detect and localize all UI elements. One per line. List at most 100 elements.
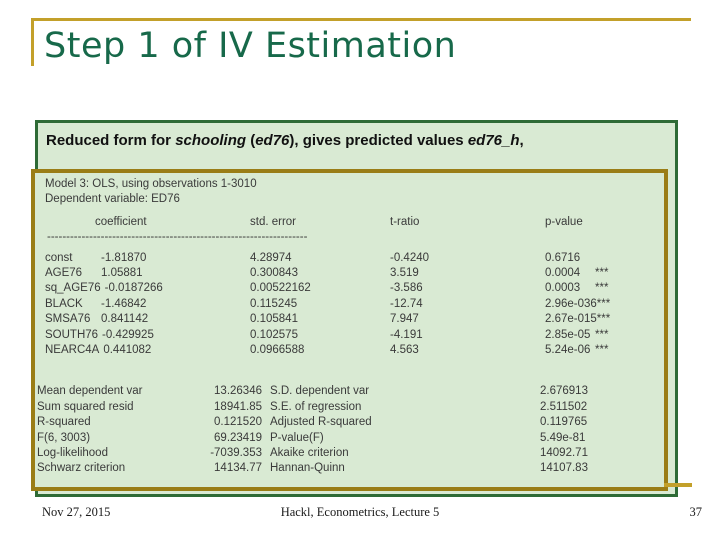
var-t: 3.519 xyxy=(390,267,419,280)
var-se: 4.28974 xyxy=(250,251,292,264)
var-name: sq_AGE76 xyxy=(45,282,101,295)
var-coef: 0.441082 xyxy=(103,344,152,357)
table-row: SMSA76 0.841142 0.105841 7.947 2.67e-015*… xyxy=(45,312,664,327)
significance-stars: *** xyxy=(595,328,609,341)
stat-label: Mean dependent var xyxy=(37,385,143,398)
var-se: 0.00522162 xyxy=(250,282,311,295)
var-name: NEARC4A xyxy=(45,344,100,357)
stat-label: Adjusted R-squared xyxy=(270,416,372,429)
var-se: 0.300843 xyxy=(250,267,298,280)
summary-stats: Mean dependent var 13.26346 S.D. depende… xyxy=(37,384,664,476)
var-coef: -0.429925 xyxy=(102,328,154,341)
coefficient-table: coefficient std. error t-ratio p-value -… xyxy=(45,215,664,359)
headline-part4: , xyxy=(519,132,524,149)
var-t: -12.74 xyxy=(390,297,423,310)
table-row: SOUTH76 -0.429925 0.102575 -4.191 2.85e-0… xyxy=(45,328,664,343)
table-row: sq_AGE76 -0.0187266 0.00522162 -3.586 0.0… xyxy=(45,281,664,296)
slide-title: Step 1 of IV Estimation xyxy=(44,26,457,66)
stat-value: 0.119765 xyxy=(540,416,588,429)
stats-row: F(6, 3003) 69.23419 P-value(F) 5.49e-81 xyxy=(37,431,664,446)
table-row: NEARC4A 0.441082 0.0966588 4.563 5.24e-06… xyxy=(45,343,664,358)
header-p-value: p-value xyxy=(545,215,583,228)
significance-stars: *** xyxy=(595,282,609,295)
var-name: BLACK xyxy=(45,297,83,310)
var-t: 7.947 xyxy=(390,313,419,326)
table-row: BLACK -1.46842 0.115245 -12.74 2.96e-036*… xyxy=(45,297,664,312)
stat-label: P-value(F) xyxy=(270,431,324,444)
var-name: AGE76 xyxy=(45,267,83,280)
stat-value: 69.23419 xyxy=(214,431,262,444)
var-se: 0.105841 xyxy=(250,313,298,326)
significance-stars: *** xyxy=(596,313,611,326)
header-std-error: std. error xyxy=(250,215,297,228)
var-p: 2.67e-015 xyxy=(545,313,597,326)
stat-value: 2.676913 xyxy=(540,385,588,398)
stat-value: 0.121520 xyxy=(214,416,262,429)
stat-value: 14092.71 xyxy=(540,447,588,460)
stat-value: 13.26346 xyxy=(214,385,262,398)
var-coef: 0.841142 xyxy=(101,313,149,326)
var-t: -0.4240 xyxy=(390,251,430,264)
coefficient-rows: const -1.81870 4.28974 -0.4240 0.6716 AGE… xyxy=(45,251,664,359)
stat-value: -7039.353 xyxy=(210,447,262,460)
title-top-rule xyxy=(31,18,691,21)
stats-row: Sum squared resid 18941.85 S.E. of regre… xyxy=(37,400,664,415)
significance-stars: *** xyxy=(595,267,609,280)
gold-tick-line xyxy=(664,483,692,487)
table-separator: ----------------------------------------… xyxy=(47,231,308,244)
significance-stars: *** xyxy=(596,297,611,310)
stat-value: 5.49e-81 xyxy=(540,431,586,444)
table-row: AGE76 1.05881 0.300843 3.519 0.0004 *** xyxy=(45,266,664,281)
stat-label: Schwarz criterion xyxy=(37,462,126,475)
stat-value: 14134.77 xyxy=(214,462,262,475)
stats-row: R-squared 0.121520 Adjusted R-squared 0.… xyxy=(37,415,664,430)
footer-page-number: 37 xyxy=(689,505,703,519)
stat-label: S.E. of regression xyxy=(270,400,362,413)
significance-stars: *** xyxy=(595,344,609,357)
slide-footer: Hackl, Econometrics, Lecture 5 Nov 27, 2… xyxy=(0,505,720,525)
model-line-1: Model 3: OLS, using observations 1-3010 xyxy=(45,178,257,190)
var-p: 5.24e-06 xyxy=(545,344,591,357)
var-p: 2.85e-05 xyxy=(545,328,591,341)
var-t: -4.191 xyxy=(390,328,423,341)
var-t: -3.586 xyxy=(390,282,423,295)
var-se: 0.102575 xyxy=(250,328,298,341)
header-t-ratio: t-ratio xyxy=(390,215,420,228)
model-output-box: Model 3: OLS, using observations 1-3010 … xyxy=(31,169,668,491)
header-spacer xyxy=(45,215,95,230)
stat-label: Hannan-Quinn xyxy=(270,462,345,475)
stat-label: Sum squared resid xyxy=(37,400,134,413)
footer-course: Hackl, Econometrics, Lecture 5 xyxy=(280,505,440,519)
headline-part2: ( xyxy=(246,132,256,149)
model-output-content: Model 3: OLS, using observations 1-3010 … xyxy=(35,173,664,477)
header-coefficient: coefficient xyxy=(95,215,147,228)
headline-text: Reduced form for schooling (ed76), gives… xyxy=(38,123,675,149)
stat-value: 2.511502 xyxy=(540,400,588,413)
headline-em-schooling: schooling xyxy=(175,132,247,149)
stat-label: Akaike criterion xyxy=(270,447,349,460)
var-p: 0.0004 xyxy=(545,267,581,280)
var-se: 0.115245 xyxy=(250,297,298,310)
var-coef: -1.81870 xyxy=(101,251,147,264)
model-line-2: Dependent variable: ED76 xyxy=(45,193,180,206)
var-se: 0.0966588 xyxy=(250,344,305,357)
var-p: 0.6716 xyxy=(545,251,581,264)
stat-value: 14107.83 xyxy=(540,462,588,475)
var-name: SOUTH76 xyxy=(45,328,99,341)
var-coef: -1.46842 xyxy=(101,297,147,310)
var-name: SMSA76 xyxy=(45,313,91,326)
stats-row: Log-likelihood -7039.353 Akaike criterio… xyxy=(37,446,664,461)
stats-row: Schwarz criterion 14134.77 Hannan-Quinn … xyxy=(37,461,664,476)
var-t: 4.563 xyxy=(390,344,419,357)
headline-part1: Reduced form for xyxy=(46,132,176,149)
table-row: const -1.81870 4.28974 -0.4240 0.6716 xyxy=(45,251,664,266)
var-p: 2.96e-036 xyxy=(545,297,597,310)
var-coef: -0.0187266 xyxy=(104,282,163,295)
headline-em-ed76: ed76 xyxy=(255,132,290,149)
headline-em-ed76h: ed76_h xyxy=(467,132,520,149)
stat-label: Log-likelihood xyxy=(37,447,108,460)
coefficient-table-header: coefficient std. error t-ratio p-value xyxy=(45,215,664,230)
stat-value: 18941.85 xyxy=(214,400,262,413)
var-coef: 1.05881 xyxy=(101,267,143,280)
